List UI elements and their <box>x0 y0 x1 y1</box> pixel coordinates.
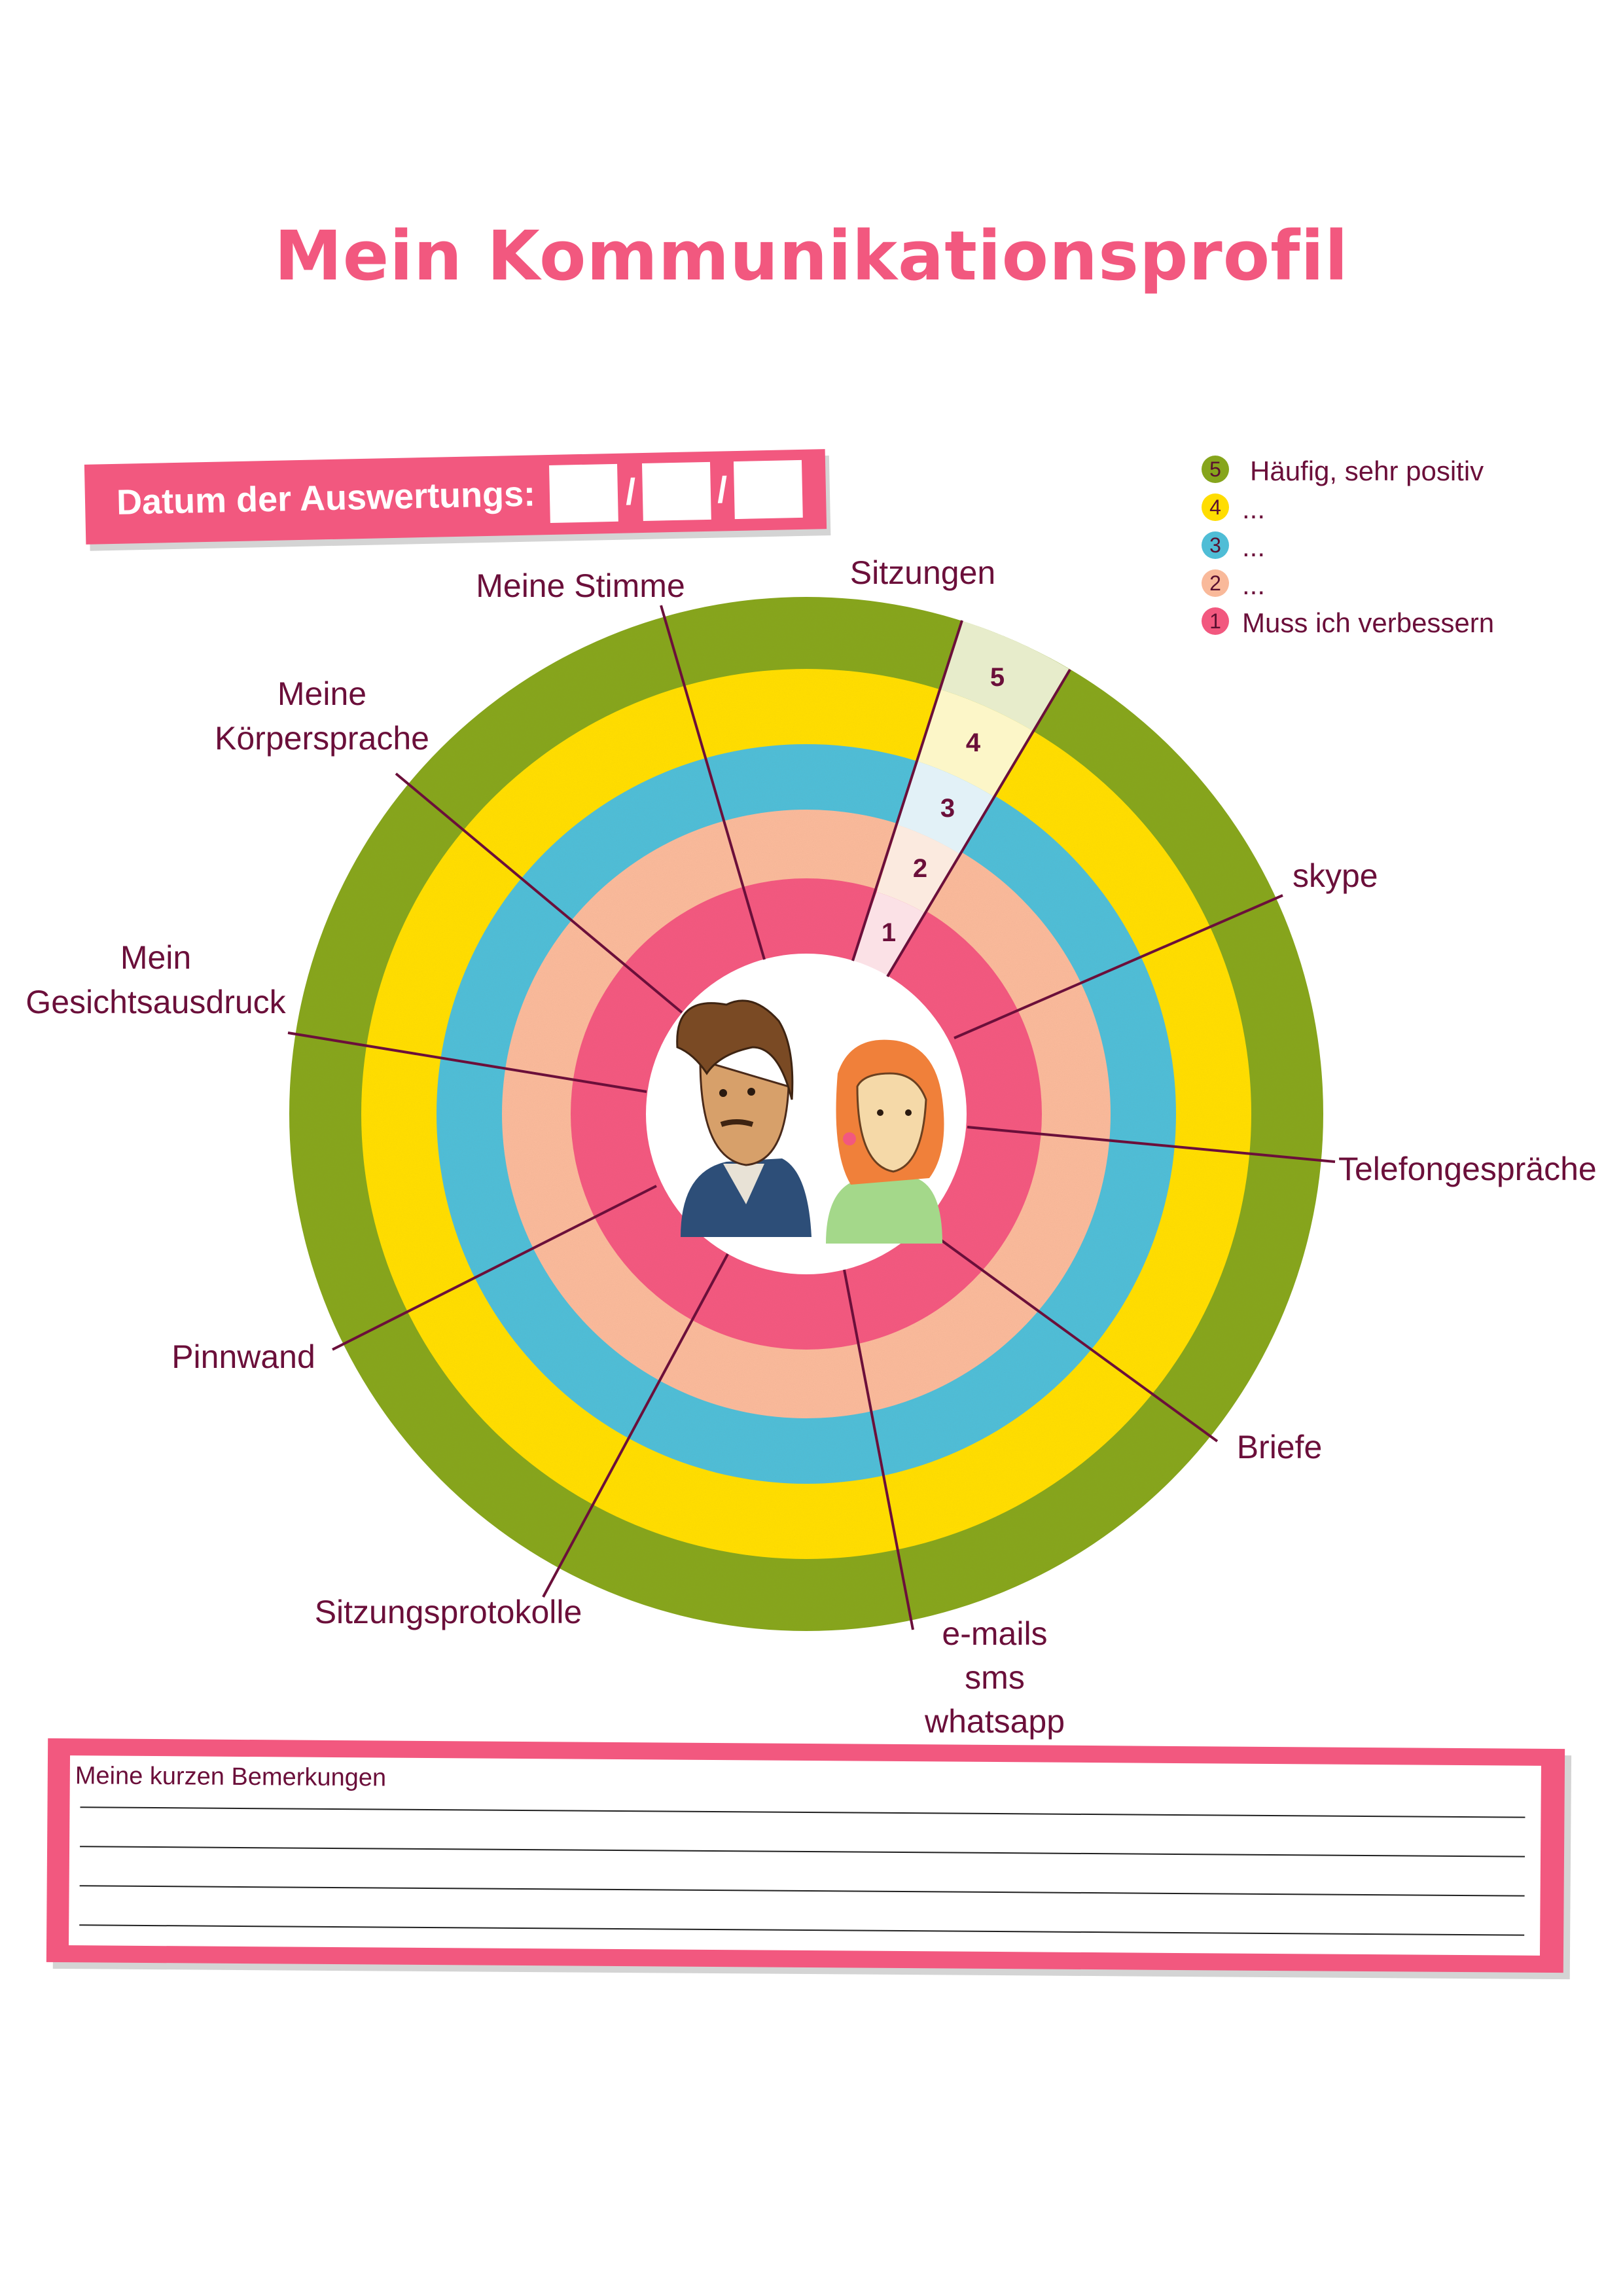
wedge-number-3: 3 <box>940 794 955 823</box>
legend-dot-1: 1 <box>1202 607 1229 635</box>
axis-label-emails-line3: whatsapp <box>924 1703 1065 1740</box>
legend-item-4: 4 ... <box>1202 490 1568 528</box>
notes-label: Meine kurzen Bemerkungen <box>75 1762 387 1792</box>
spokes <box>287 605 1336 1630</box>
axis-label-telefon: Telefongespräche <box>1338 1151 1597 1187</box>
legend-text-2: ... <box>1242 569 1266 600</box>
legend-dot-2: 2 <box>1202 569 1229 597</box>
axis-label-gesichtsausdruck-line1: Mein <box>120 939 191 976</box>
spoke-emails <box>843 1269 914 1630</box>
legend-item-1: 1 Muss ich verbessern <box>1202 603 1568 641</box>
spoke-koerpersprache <box>395 772 683 1014</box>
spoke-sitzungen-right <box>886 668 1071 978</box>
axis-label-gesichtsausdruck-line2: Gesichtsausdruck <box>26 984 286 1020</box>
notes-panel: Meine kurzen Bemerkungen <box>46 1738 1565 1973</box>
spoke-protokolle <box>542 1253 729 1598</box>
wedge-level-3 <box>897 761 995 855</box>
notes-area[interactable]: Meine kurzen Bemerkungen <box>69 1755 1541 1956</box>
note-line[interactable] <box>80 1846 1525 1857</box>
axis-label-koerpersprache-line2: Körpersprache <box>215 720 429 757</box>
note-line[interactable] <box>80 1806 1525 1818</box>
legend-text-3: ... <box>1242 531 1266 562</box>
wedge-number-4: 4 <box>966 728 981 757</box>
axis-label-skype: skype <box>1293 857 1378 894</box>
sitzungen-wedge: 5 4 3 2 1 <box>853 620 1070 977</box>
note-line[interactable] <box>79 1885 1525 1897</box>
wedge-level-4 <box>918 689 1033 797</box>
woman-illustration <box>826 1039 944 1244</box>
legend-dot-4: 4 <box>1202 493 1229 521</box>
wedge-number-5: 5 <box>990 663 1005 692</box>
note-line[interactable] <box>79 1924 1525 1936</box>
legend-text-5: Häufig, sehr positiv <box>1250 456 1484 486</box>
axis-label-emails-line2: sms <box>965 1659 1025 1696</box>
spoke-pinnwand <box>332 1185 657 1351</box>
legend-dot-3: 3 <box>1202 531 1229 559</box>
axis-label-protokolle: Sitzungsprotokolle <box>315 1594 582 1630</box>
axis-label-sitzungen: Sitzungen <box>850 554 995 591</box>
axis-label-briefe: Briefe <box>1237 1429 1323 1465</box>
legend-text-1: Muss ich verbessern <box>1242 607 1495 638</box>
spoke-skype <box>954 894 1283 1039</box>
axis-label-pinnwand: Pinnwand <box>171 1338 315 1375</box>
wedge-number-2: 2 <box>913 854 927 883</box>
man-illustration <box>676 999 812 1237</box>
legend-item-3: 3 ... <box>1202 528 1568 565</box>
spoke-gesichtsausdruck <box>287 1031 647 1093</box>
spoke-telefon <box>967 1126 1336 1163</box>
axis-label-koerpersprache-line1: Meine <box>277 675 366 712</box>
spoke-briefe <box>918 1223 1219 1443</box>
wedge-level-1 <box>853 891 926 977</box>
page-title: Mein Kommunikationsprofil <box>274 216 1349 296</box>
legend: 5 Häufig, sehr positiv 4 ... 3 ... 2 ...… <box>1202 452 1568 641</box>
wedge-level-2 <box>876 825 961 914</box>
legend-text-4: ... <box>1242 493 1266 524</box>
spoke-meine-stimme <box>660 605 766 960</box>
legend-dot-5: 5 <box>1202 456 1229 483</box>
wedge-level-5 <box>940 620 1070 732</box>
spoke-sitzungen-left <box>851 620 963 961</box>
axis-label-emails-line1: e-mails <box>942 1615 1047 1652</box>
axis-label-meine-stimme: Meine Stimme <box>476 567 685 604</box>
legend-item-2: 2 ... <box>1202 565 1568 603</box>
legend-item-5: 5 Häufig, sehr positiv <box>1202 452 1568 490</box>
wedge-number-1: 1 <box>882 918 896 947</box>
axis-labels: Meine Stimme Sitzungen Meine Körpersprac… <box>26 554 1596 1740</box>
